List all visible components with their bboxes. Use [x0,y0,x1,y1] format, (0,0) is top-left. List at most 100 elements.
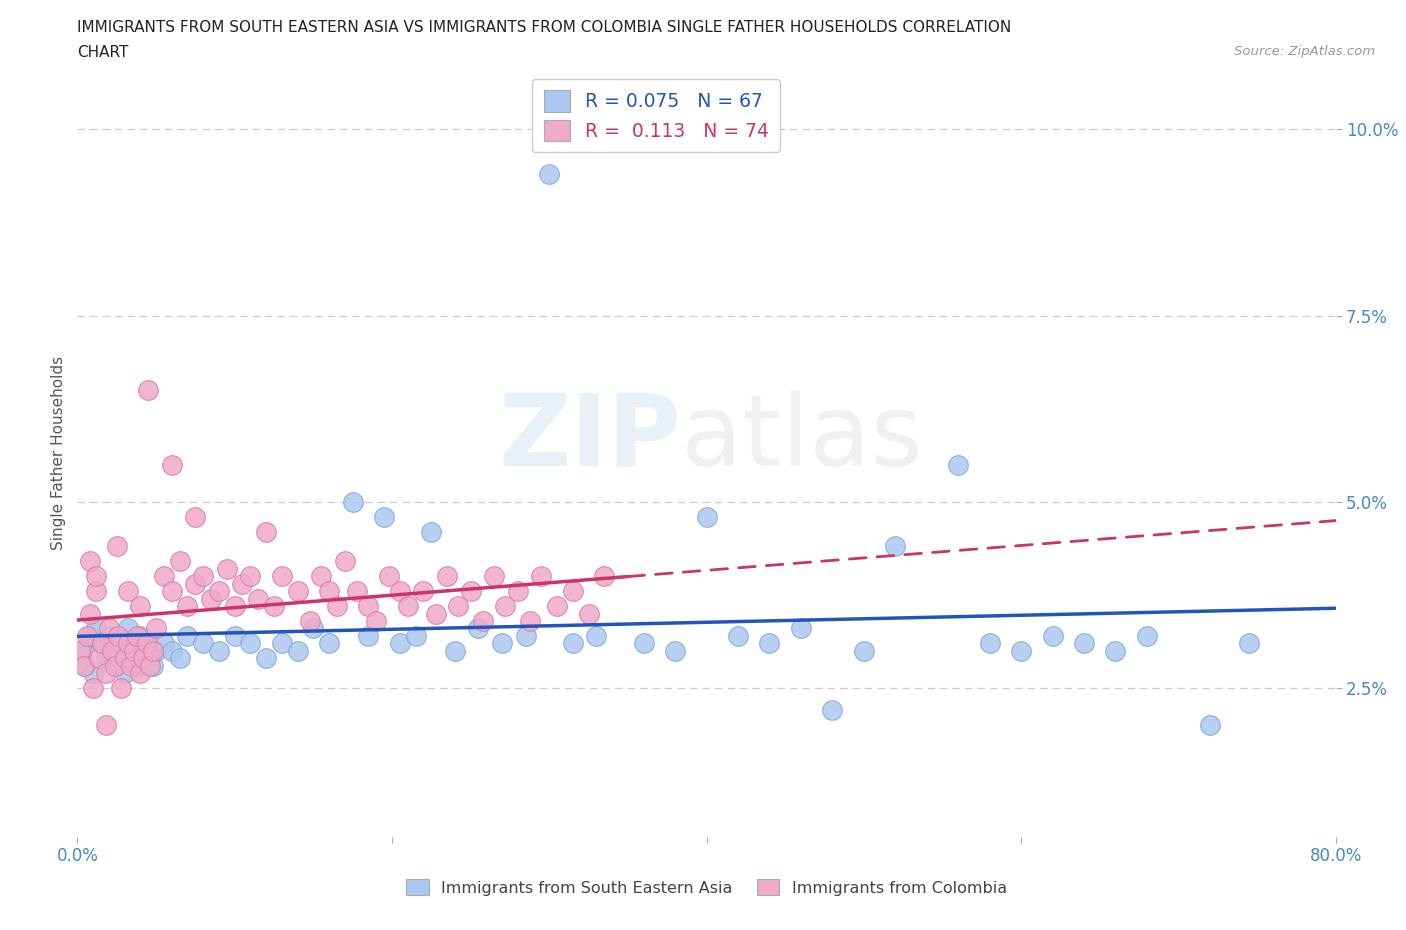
Point [578,606,600,621]
Point [176,629,198,644]
Point [94,718,117,733]
Point [1237,636,1260,651]
Point [633,636,655,651]
Point [790,621,813,636]
Point [208,644,231,658]
Point [425,606,447,621]
Point [405,629,427,644]
Point [142,644,165,658]
Point [231,577,253,591]
Point [561,584,583,599]
Point [138,658,160,673]
Point [75,658,97,673]
Point [200,591,222,606]
Point [97,644,120,658]
Point [302,621,325,636]
Point [254,525,277,539]
Point [97,621,120,636]
Point [114,651,136,666]
Point [515,629,537,644]
Point [104,658,127,673]
Point [396,599,419,614]
Point [110,636,132,651]
Y-axis label: Single Father Households: Single Father Households [51,356,66,551]
Point [82,666,104,681]
Point [79,606,101,621]
Point [388,584,411,599]
Point [270,569,292,584]
Point [318,584,340,599]
Point [585,629,607,644]
Point [84,584,107,599]
Point [101,644,124,658]
Point [132,651,155,666]
Point [153,636,176,651]
Point [94,651,117,666]
Point [436,569,458,584]
Point [530,569,553,584]
Point [491,636,513,651]
Point [696,510,718,525]
Point [1042,629,1064,644]
Point [506,584,529,599]
Point [169,554,191,569]
Text: IMMIGRANTS FROM SOUTH EASTERN ASIA VS IMMIGRANTS FROM COLOMBIA SINGLE FATHER HOU: IMMIGRANTS FROM SOUTH EASTERN ASIA VS IM… [77,20,1011,35]
Point [129,666,152,681]
Point [117,636,139,651]
Point [91,636,114,651]
Point [224,599,246,614]
Point [318,636,340,651]
Point [132,651,155,666]
Point [84,569,107,584]
Text: ZIP: ZIP [499,390,682,486]
Point [821,703,844,718]
Point [184,577,207,591]
Point [127,629,149,644]
Point [117,621,139,636]
Point [79,554,101,569]
Point [420,525,443,539]
Point [142,658,165,673]
Point [101,629,124,644]
Point [89,651,111,666]
Point [153,569,176,584]
Point [105,658,128,673]
Point [287,644,309,658]
Point [664,644,686,658]
Point [326,599,349,614]
Point [366,614,388,629]
Point [117,584,139,599]
Point [593,569,616,584]
Point [136,382,159,397]
Point [107,629,129,644]
Point [79,629,101,644]
Point [309,569,332,584]
Point [160,644,183,658]
Point [1104,644,1126,658]
Point [176,599,198,614]
Point [482,569,505,584]
Point [69,644,91,658]
Point [135,636,157,651]
Point [169,651,191,666]
Point [254,651,277,666]
Point [247,591,270,606]
Text: CHART: CHART [77,45,129,60]
Point [90,636,112,651]
Point [467,621,489,636]
Point [239,636,262,651]
Point [444,644,467,658]
Legend: Immigrants from South Eastern Asia, Immigrants from Colombia: Immigrants from South Eastern Asia, Immi… [399,872,1014,902]
Point [373,510,395,525]
Point [538,166,561,181]
Point [884,539,907,554]
Point [122,644,145,658]
Point [72,658,94,673]
Point [127,658,149,673]
Point [191,636,215,651]
Point [184,510,207,525]
Point [727,629,749,644]
Point [979,636,1001,651]
Point [145,644,167,658]
Point [1198,718,1220,733]
